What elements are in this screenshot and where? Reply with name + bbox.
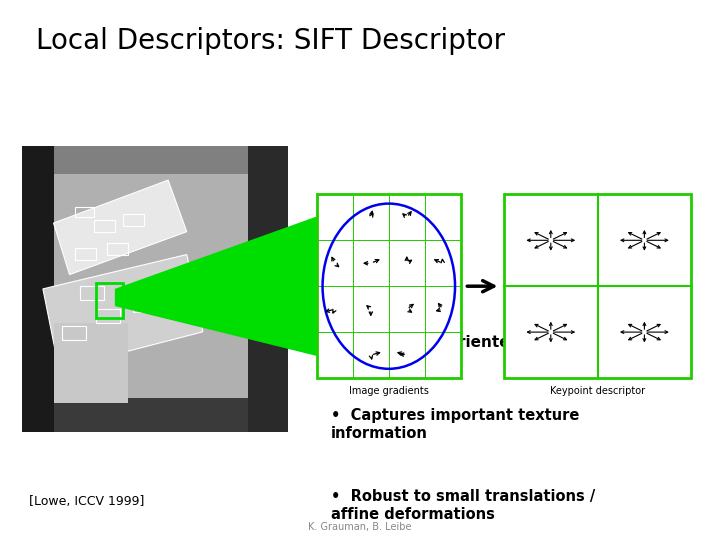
Bar xyxy=(22,146,288,432)
Text: K. Grauman, B. Leibe: K. Grauman, B. Leibe xyxy=(308,522,412,532)
Bar xyxy=(80,286,104,300)
Polygon shape xyxy=(43,254,203,369)
Bar xyxy=(317,194,461,378)
Polygon shape xyxy=(115,217,317,356)
Text: [Lowe, ICCV 1999]: [Lowe, ICCV 1999] xyxy=(29,495,144,508)
Bar xyxy=(96,309,120,323)
Bar xyxy=(53,397,248,432)
Bar xyxy=(94,220,115,232)
Text: Image gradients: Image gradients xyxy=(349,386,428,396)
Text: •  Captures important texture
information: • Captures important texture information xyxy=(331,408,580,441)
Bar xyxy=(96,283,123,318)
Bar xyxy=(61,326,86,340)
Bar xyxy=(317,194,461,378)
Bar xyxy=(504,194,691,378)
Bar xyxy=(123,214,144,226)
Bar xyxy=(133,298,158,312)
Bar xyxy=(248,146,288,432)
Polygon shape xyxy=(53,180,186,274)
Bar xyxy=(22,146,53,432)
Bar xyxy=(75,248,96,260)
Text: •  Robust to small translations /
affine deformations: • Robust to small translations / affine … xyxy=(331,489,595,522)
Text: Keypoint descriptor: Keypoint descriptor xyxy=(550,386,645,396)
Text: Histogram of oriented
gradients: Histogram of oriented gradients xyxy=(331,335,521,368)
Bar xyxy=(107,242,128,254)
Text: Local Descriptors: SIFT Descriptor: Local Descriptors: SIFT Descriptor xyxy=(36,27,505,55)
Bar xyxy=(504,194,691,378)
Bar xyxy=(53,174,248,403)
Bar xyxy=(75,207,94,217)
Bar xyxy=(53,323,128,403)
